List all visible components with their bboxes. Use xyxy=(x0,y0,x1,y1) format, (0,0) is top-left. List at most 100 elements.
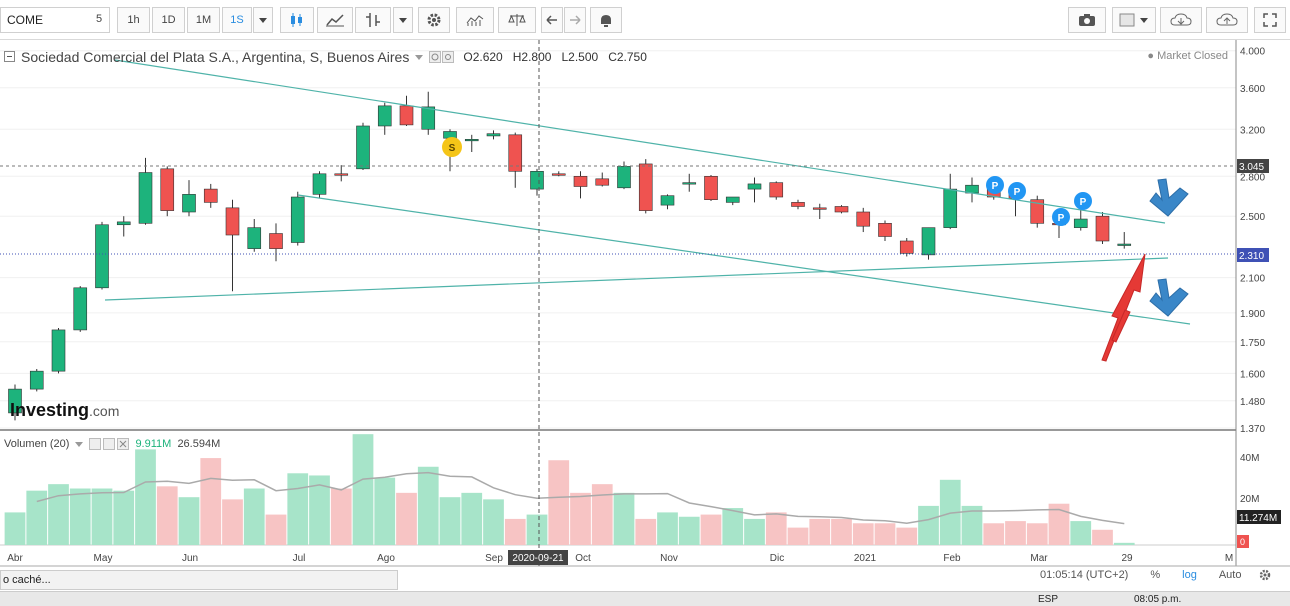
bars-style-icon[interactable] xyxy=(355,7,391,33)
undo-icon[interactable] xyxy=(541,7,563,33)
volume-value-2: 26.594M xyxy=(177,438,221,450)
volume-bar xyxy=(809,518,831,545)
marker-p[interactable]: P xyxy=(1074,192,1092,210)
candle-body xyxy=(551,173,566,176)
volume-bar xyxy=(678,516,700,545)
candle-body xyxy=(878,223,892,237)
volume-bar xyxy=(983,523,1005,545)
candle-body xyxy=(943,188,958,228)
series-legend: Sociedad Comercial del Plata S.A., Argen… xyxy=(4,49,647,65)
candle-body xyxy=(95,224,109,289)
volume-bar xyxy=(417,466,439,545)
ohlc-values: O2.620 H2.800 L2.500 C2.750 xyxy=(463,50,647,64)
alert-bell-icon[interactable] xyxy=(590,7,622,33)
volume-dropdown-icon[interactable] xyxy=(75,441,84,447)
price-tick: 4.000 xyxy=(1240,47,1265,58)
volume-controls-icon[interactable] xyxy=(89,438,130,450)
marker-p[interactable]: P xyxy=(1008,182,1026,200)
os-taskbar: ESP 08:05 p.m. xyxy=(0,591,1290,606)
candle-body xyxy=(464,139,479,142)
interval-value[interactable]: 5 xyxy=(96,13,103,25)
volume-label-zero: 0 xyxy=(1237,535,1249,548)
timeframe-1d[interactable]: 1D xyxy=(152,7,185,33)
candles-style-icon[interactable] xyxy=(280,7,314,33)
camera-icon[interactable] xyxy=(1068,7,1106,33)
volume-bar xyxy=(91,488,113,545)
percent-toggle[interactable]: % xyxy=(1150,569,1161,581)
area-style-icon[interactable] xyxy=(317,7,353,33)
candle-body xyxy=(203,188,218,203)
price-tick: 3.600 xyxy=(1240,84,1265,95)
volume-bar xyxy=(439,497,461,545)
log-toggle[interactable]: log xyxy=(1182,569,1197,581)
gear-icon[interactable] xyxy=(418,7,450,33)
trend-line-upper xyxy=(114,59,1166,224)
volume-bar xyxy=(526,514,548,545)
collapse-icon[interactable] xyxy=(4,51,16,63)
volume-bar xyxy=(961,505,983,545)
price-tick: 1.750 xyxy=(1240,338,1265,349)
candle-body xyxy=(399,105,414,126)
candle-body xyxy=(747,183,762,190)
investing-watermark: Investing.com xyxy=(10,400,119,420)
price-chart[interactable]: S P P P P Investing.com 4.000 3.600 3.200 2… xyxy=(0,40,1290,606)
color-select-icon[interactable] xyxy=(1112,7,1156,33)
volume-bar xyxy=(700,514,722,545)
candle-body xyxy=(160,168,175,211)
time-label: Jul xyxy=(293,553,306,564)
time-label: Abr xyxy=(7,553,23,564)
series-settings-icon[interactable] xyxy=(429,51,455,63)
price-tick: 3.200 xyxy=(1240,125,1265,136)
fullscreen-icon[interactable] xyxy=(1254,7,1286,33)
marker-p[interactable]: P xyxy=(1052,208,1070,226)
price-tick: 1.900 xyxy=(1240,309,1265,320)
timeframe-dropdown-icon[interactable] xyxy=(253,7,273,33)
volume-bar xyxy=(135,449,156,545)
candle-body xyxy=(269,233,283,249)
cloud-save-icon[interactable] xyxy=(1160,7,1202,33)
marker-p-label: P xyxy=(1014,187,1021,198)
volume-bar xyxy=(591,484,613,545)
cloud-upload-icon[interactable] xyxy=(1206,7,1248,33)
indicators-icon[interactable] xyxy=(456,7,494,33)
volume-bar xyxy=(113,490,135,545)
volume-bar xyxy=(309,475,330,545)
timeframe-1s[interactable]: 1S xyxy=(222,7,252,33)
volume-bar xyxy=(265,514,287,545)
timeframe-1m[interactable]: 1M xyxy=(187,7,220,33)
volume-label-current: 11.274M xyxy=(1237,510,1281,524)
gear-icon[interactable] xyxy=(1259,569,1271,581)
volume-bar xyxy=(330,488,352,545)
symbol-input[interactable] xyxy=(0,7,110,33)
marker-p[interactable]: P xyxy=(986,176,1004,194)
candle-body xyxy=(1073,218,1088,228)
compare-scale-icon[interactable] xyxy=(498,7,536,33)
series-dropdown-icon[interactable] xyxy=(415,54,424,60)
taskbar-clock: 08:05 p.m. xyxy=(1134,594,1182,605)
auto-toggle[interactable]: Auto xyxy=(1218,569,1242,581)
style-dropdown-icon[interactable] xyxy=(393,7,413,33)
timeframe-1h[interactable]: 1h xyxy=(117,7,150,33)
clock-time: 01:05:14 (UTC+2) xyxy=(1040,569,1129,581)
redo-icon[interactable] xyxy=(564,7,586,33)
price-tick: 1.600 xyxy=(1240,369,1265,380)
volume-bar xyxy=(657,512,678,545)
volume-bar xyxy=(852,523,874,545)
volume-bar xyxy=(722,508,744,545)
time-label: Feb xyxy=(943,553,961,564)
chart-bottom-bar: 01:05:14 (UTC+2) % log Auto xyxy=(1040,566,1271,584)
trend-line-lower xyxy=(297,194,1191,325)
candle-body xyxy=(921,227,936,256)
price-tick: 1.480 xyxy=(1240,397,1265,408)
marker-s[interactable]: S xyxy=(442,137,462,157)
candle-body xyxy=(225,207,240,236)
volume-bar xyxy=(1026,523,1048,545)
volume-bar xyxy=(635,518,657,545)
volume-tick: 20M xyxy=(1240,494,1259,505)
time-label: 29 xyxy=(1121,553,1133,564)
price-tick: 2.800 xyxy=(1240,172,1265,183)
time-label: Jun xyxy=(182,553,198,564)
volume-bar xyxy=(287,473,309,545)
volume-bar xyxy=(69,488,91,545)
volume-bar xyxy=(613,492,635,545)
